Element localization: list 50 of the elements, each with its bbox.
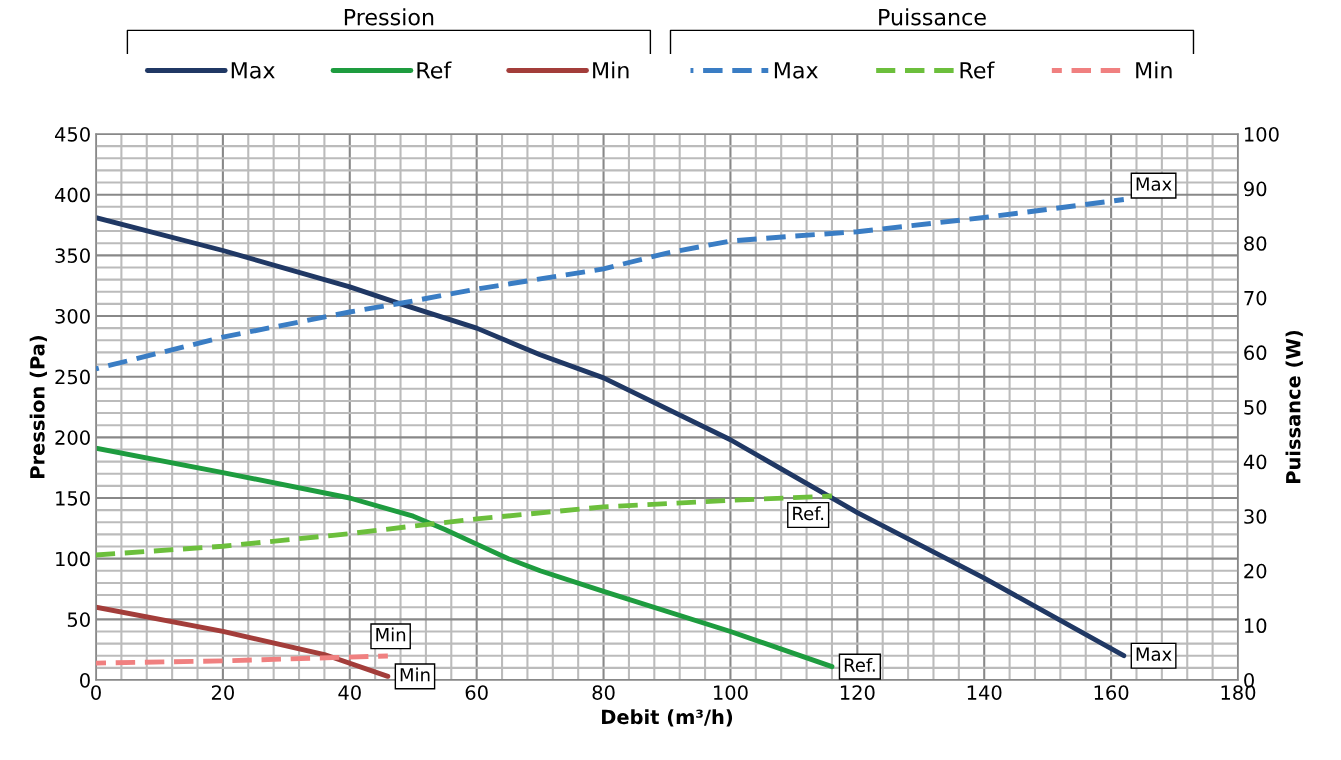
- legend-label: Max: [231, 62, 275, 79]
- annotation: Ref.: [793, 506, 824, 521]
- y2-tick-label: 80: [1244, 236, 1267, 251]
- x-axis-title: Debit (m³/h): [602, 709, 733, 727]
- y2-tick-label: 30: [1244, 509, 1267, 524]
- x-tick-label: 0: [91, 685, 101, 700]
- y2-tick-label: 10: [1245, 618, 1267, 634]
- y2-tick-label: 100: [1245, 126, 1279, 142]
- legend-label: Min: [593, 61, 629, 79]
- line-series: [96, 197, 1127, 372]
- legend-label: Min: [1136, 61, 1172, 79]
- y2-tick-label: 90: [1244, 181, 1267, 197]
- y-tick-label: 100: [56, 551, 90, 567]
- y-tick-label: 300: [55, 308, 90, 324]
- y-tick-label: 250: [55, 369, 90, 385]
- x-tick-label: 40: [338, 685, 361, 700]
- text: Pression: [344, 8, 434, 26]
- x-tick-label: 80: [592, 685, 615, 700]
- y-tick-label: 450: [54, 126, 90, 142]
- legend-label: Ref: [417, 61, 452, 79]
- y-tick-label: 150: [56, 490, 90, 506]
- y2-tick-label: 70: [1244, 290, 1267, 306]
- legend-label: Ref: [960, 61, 995, 79]
- annotation: Min: [400, 667, 430, 682]
- y2-axis-title: Puissance (W): [1285, 330, 1303, 483]
- y-tick-label: 400: [54, 187, 90, 203]
- x-tick-label: 100: [714, 685, 748, 700]
- x-tick-label: 140: [967, 685, 1002, 700]
- annotation: Max: [1136, 177, 1172, 191]
- annotation: Max: [1136, 647, 1172, 661]
- y-tick-label: 0: [80, 672, 90, 688]
- y2-tick-label: 60: [1244, 345, 1267, 361]
- text: Puissance: [879, 8, 986, 26]
- x-tick-label: 160: [1094, 685, 1129, 700]
- annotation: Min: [376, 627, 406, 642]
- x-tick-label: 60: [465, 685, 488, 700]
- line-series: [96, 653, 391, 666]
- y-tick-label: 350: [55, 248, 90, 263]
- line-series: [96, 215, 1127, 659]
- y-tick-label: 50: [67, 612, 90, 627]
- y-tick-label: 200: [55, 430, 90, 445]
- annotation: Ref.: [844, 657, 875, 672]
- y2-tick-label: 20: [1244, 563, 1267, 579]
- x-tick-label: 120: [840, 685, 875, 700]
- y2-tick-label: 50: [1244, 399, 1267, 415]
- y-axis-title: Pression (Pa): [29, 335, 47, 478]
- line-series: [96, 493, 835, 558]
- y2-tick-label: 40: [1243, 454, 1267, 470]
- x-tick-label: 20: [211, 685, 234, 700]
- legend-label: Max: [774, 62, 818, 79]
